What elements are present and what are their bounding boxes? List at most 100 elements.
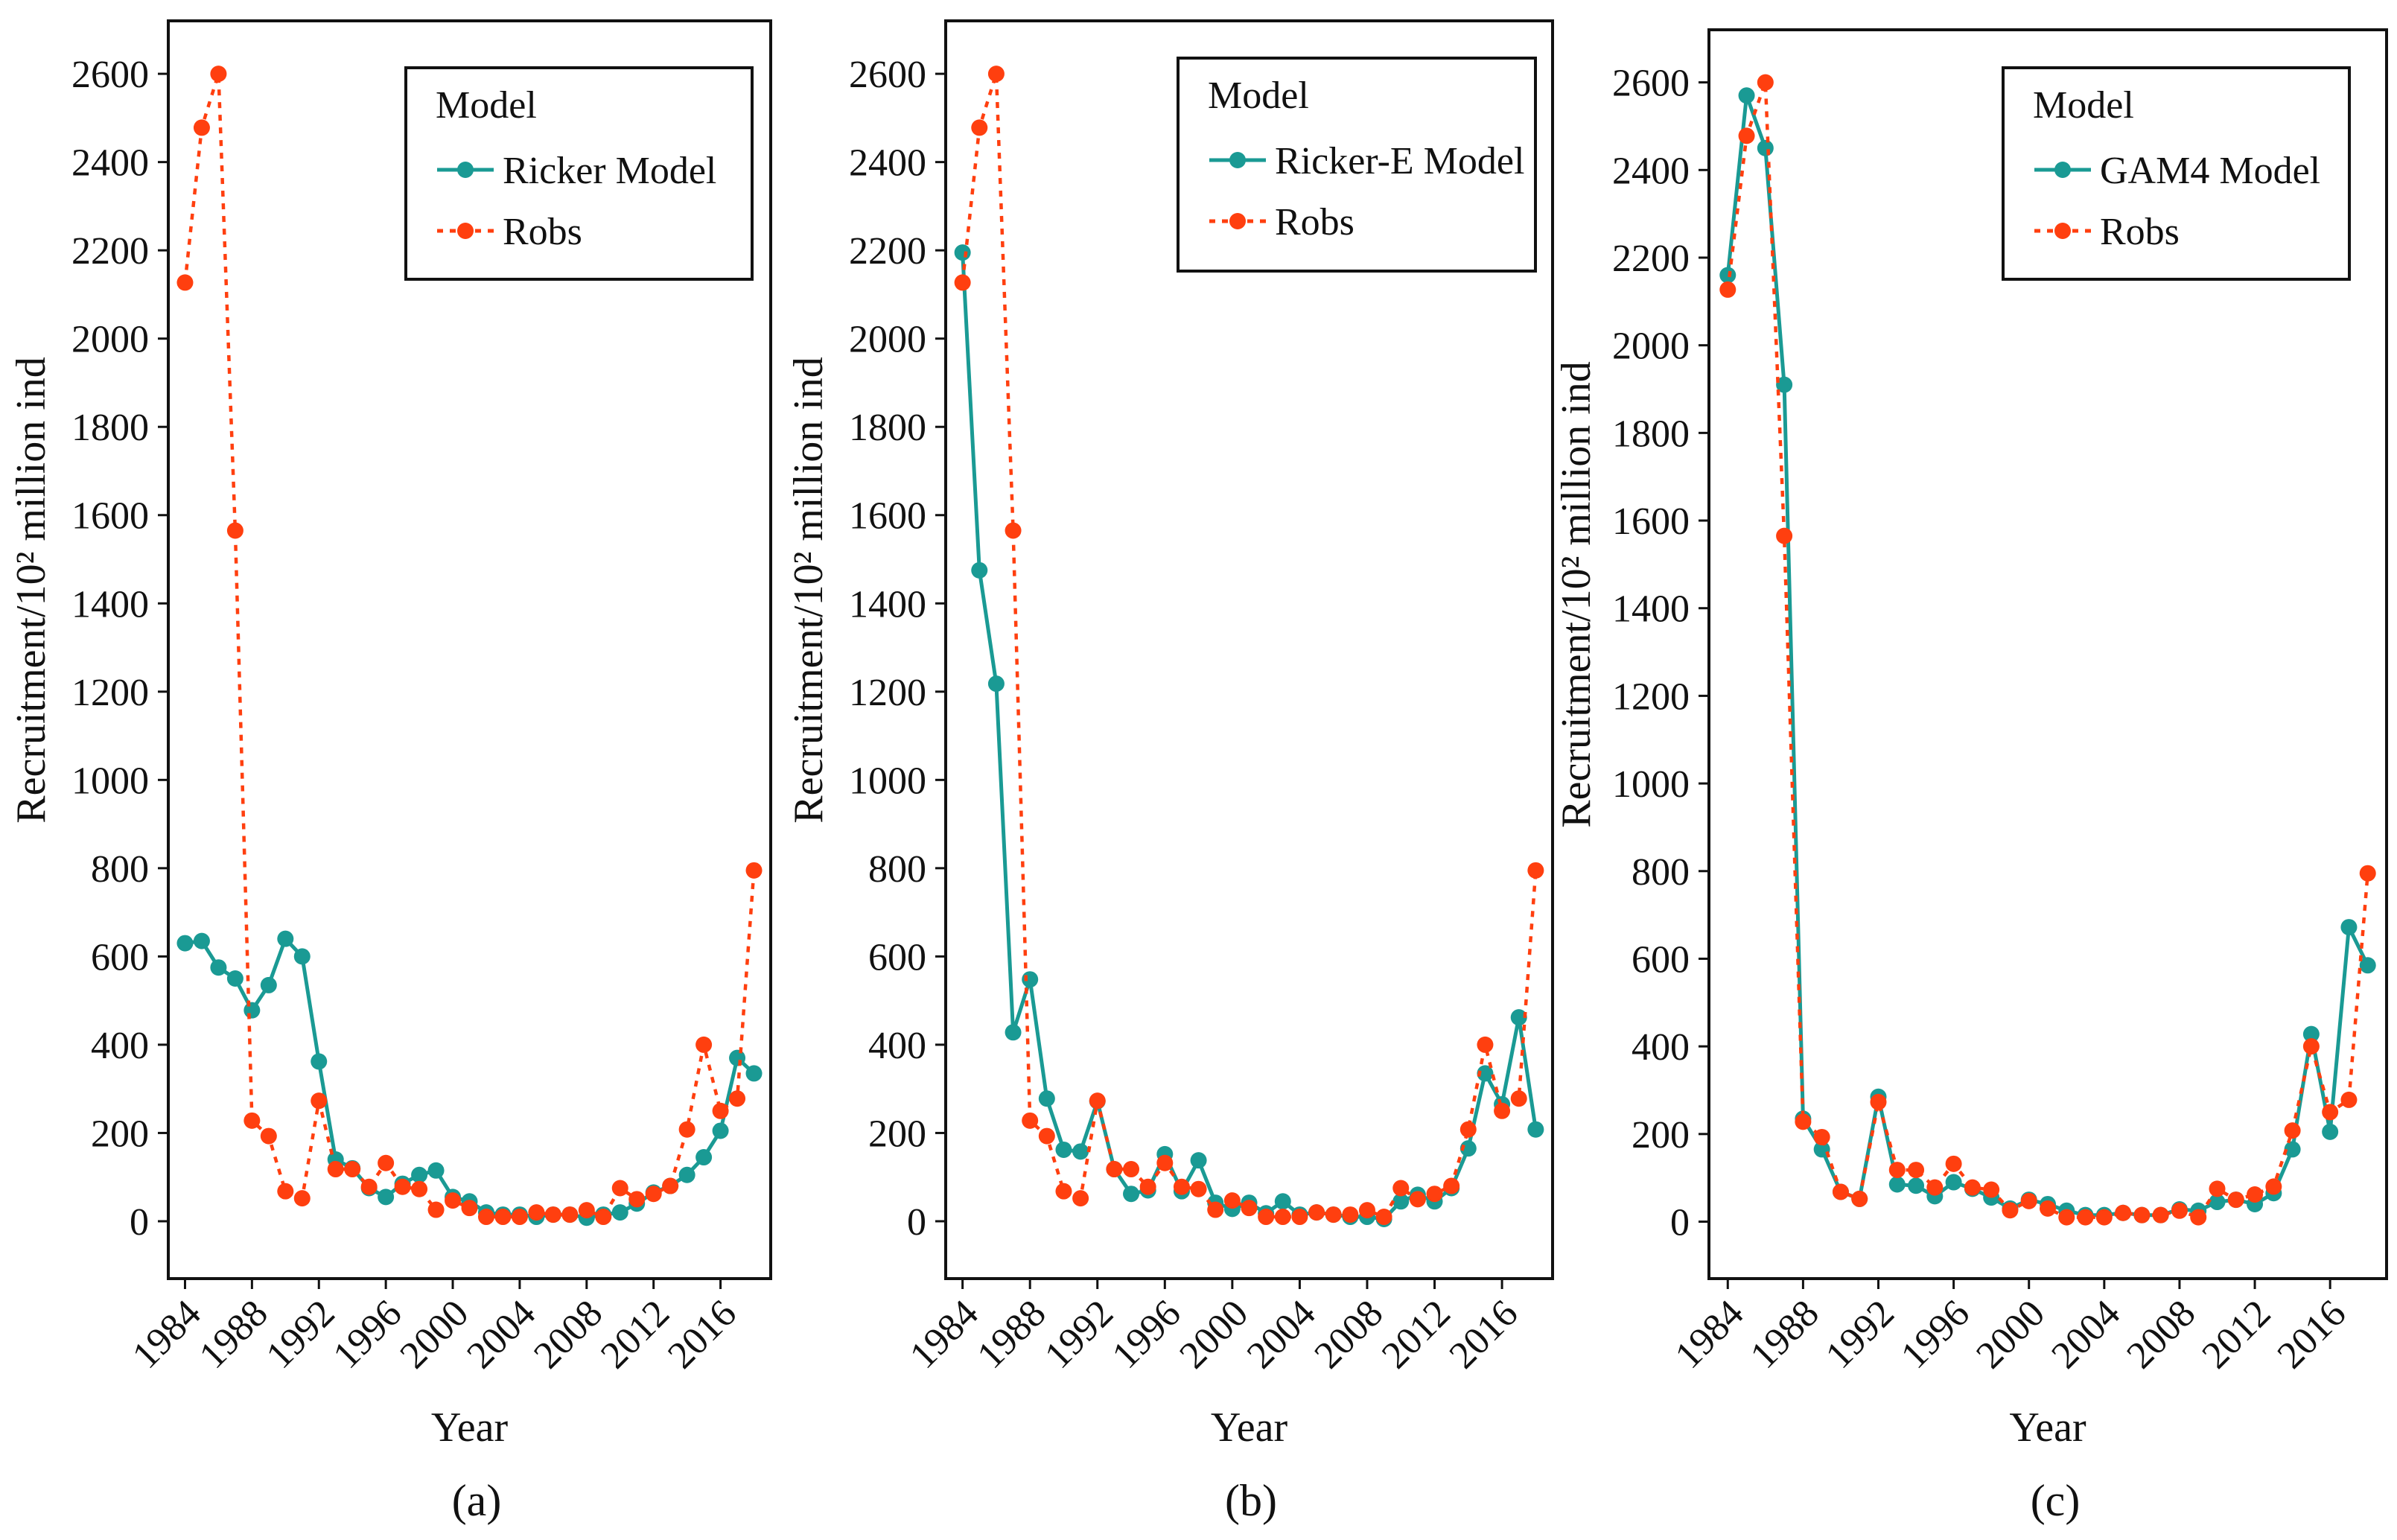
series-robs <box>954 66 1544 1226</box>
y-tick-label: 200 <box>1632 1114 1690 1156</box>
data-point <box>1055 1141 1072 1158</box>
data-point <box>445 1192 462 1209</box>
y-tick-label: 1000 <box>849 760 926 802</box>
data-point <box>1173 1178 1190 1195</box>
data-point <box>1038 1127 1055 1145</box>
data-point <box>1022 1112 1039 1129</box>
data-point <box>1022 971 1039 988</box>
data-point <box>971 119 988 136</box>
data-point <box>645 1186 662 1203</box>
y-tick-label: 200 <box>868 1113 926 1155</box>
data-point <box>678 1166 695 1183</box>
data-point <box>2247 1186 2264 1203</box>
plot-frame <box>944 19 1554 1280</box>
data-point <box>311 1053 328 1070</box>
data-point <box>1375 1209 1392 1226</box>
data-point <box>745 1065 763 1082</box>
y-tick-label: 800 <box>868 848 926 891</box>
data-point <box>2058 1209 2075 1226</box>
y-tick-label: 2200 <box>71 230 149 273</box>
chart-panel-3: 0 200 400 600 800 1000 1200 1400 1600 1800 2000 220… <box>1553 28 2388 1525</box>
x-tick-label: 2004 <box>459 1292 544 1377</box>
x-tick-label: 1984 <box>902 1292 987 1377</box>
data-point <box>1258 1209 1275 1226</box>
legend-label: Ricker Model <box>503 150 716 192</box>
chart-panel-1: 0 200 400 600 800 1000 1200 1400 1600 1800 2000 220… <box>8 19 772 1525</box>
y-tick-label: 400 <box>91 1025 149 1067</box>
data-point <box>427 1201 445 1218</box>
data-point <box>695 1149 713 1166</box>
data-point <box>2095 1209 2113 1226</box>
data-point <box>595 1209 612 1226</box>
data-point <box>293 948 311 965</box>
data-point <box>1055 1183 1072 1200</box>
legend-label: GAM4 Model <box>2100 150 2320 192</box>
data-point <box>260 976 277 993</box>
y-tick-label: 2200 <box>849 230 926 273</box>
x-tick-label: 1984 <box>1667 1292 1752 1377</box>
data-point <box>511 1209 528 1226</box>
y-tick-label: 1800 <box>71 407 149 449</box>
data-point <box>1926 1179 1944 1196</box>
data-point <box>2284 1141 2301 1158</box>
legend: Model Ricker-E Model Robs <box>1177 57 1537 273</box>
data-point <box>193 932 210 949</box>
y-tick-label: 600 <box>868 936 926 979</box>
y-tick-label: 400 <box>868 1025 926 1067</box>
data-point <box>360 1178 378 1195</box>
y-tick-label: 2400 <box>71 142 149 185</box>
data-point <box>378 1154 395 1171</box>
data-point <box>2115 1204 2132 1221</box>
legend-label: Robs <box>2100 211 2180 253</box>
data-point <box>1223 1192 1241 1209</box>
x-tick-label: 2012 <box>2194 1292 2279 1377</box>
data-point <box>729 1049 746 1066</box>
series-line <box>183 73 756 1219</box>
data-point <box>1527 862 1544 879</box>
y-tick-label: 2400 <box>1612 150 1690 192</box>
data-point <box>277 930 294 947</box>
data-point <box>712 1122 729 1139</box>
data-point <box>1983 1181 2000 1198</box>
data-point <box>987 675 1005 693</box>
data-point <box>1207 1201 1224 1218</box>
y-tick-label: 1600 <box>1612 500 1690 543</box>
data-point <box>2302 1025 2320 1043</box>
y-tick-label: 2200 <box>1612 238 1690 280</box>
data-point <box>176 274 194 291</box>
y-tick-label: 1200 <box>849 672 926 714</box>
y-tick-label: 2000 <box>849 319 926 361</box>
data-point <box>1527 1121 1544 1138</box>
data-point <box>662 1177 679 1194</box>
x-tick-label: 2000 <box>1968 1292 2053 1377</box>
data-point <box>2077 1209 2094 1226</box>
data-point <box>1945 1155 1962 1172</box>
data-point <box>344 1161 361 1178</box>
y-tick-label: 2600 <box>71 54 149 96</box>
data-point <box>1813 1128 1830 1145</box>
data-point <box>2359 865 2376 882</box>
plot-frame <box>167 19 772 1280</box>
y-tick-label: 2000 <box>1612 325 1690 368</box>
data-point <box>971 561 988 579</box>
data-point <box>411 1180 428 1197</box>
data-point <box>561 1206 579 1224</box>
x-tick-label: 1992 <box>258 1292 343 1377</box>
x-tick-label: 2008 <box>2119 1292 2203 1377</box>
y-tick-label: 400 <box>1632 1026 1690 1069</box>
legend-swatch-marker <box>2054 162 2071 178</box>
y-tick-label: 0 <box>130 1201 149 1244</box>
data-point <box>678 1121 695 1138</box>
data-point <box>293 1190 311 1207</box>
data-point <box>226 522 243 539</box>
data-point <box>1426 1186 1443 1203</box>
data-point <box>494 1209 512 1226</box>
data-point <box>2340 1091 2358 1108</box>
data-point <box>176 935 194 952</box>
data-point <box>1510 1090 1527 1107</box>
x-tick-label: 2016 <box>660 1292 745 1377</box>
panel-label: (b) <box>1225 1476 1277 1525</box>
legend-title: Model <box>1208 74 1309 117</box>
legend-title: Model <box>436 84 537 127</box>
y-tick-label: 1200 <box>1612 675 1690 718</box>
